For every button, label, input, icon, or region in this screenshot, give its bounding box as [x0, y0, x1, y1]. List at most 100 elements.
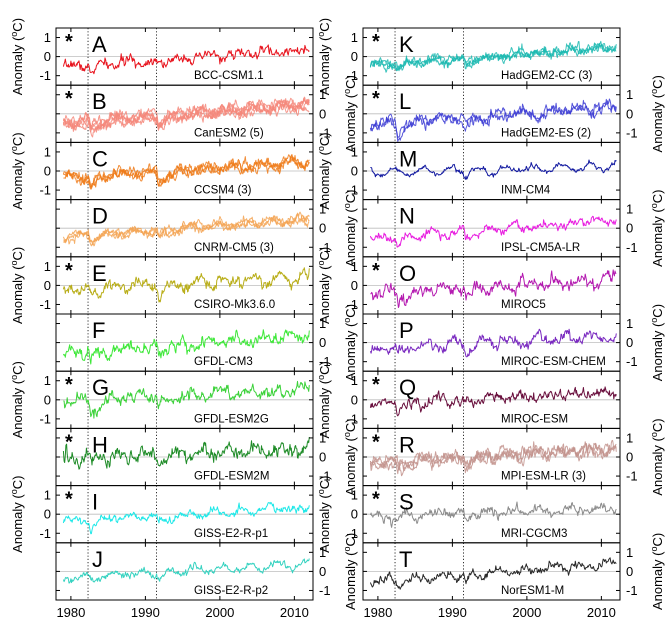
y-tick-label: 1: [44, 144, 51, 159]
series-line: [62, 97, 310, 131]
panel-p: -1 0 1 Anomaly (oC) P MIROC-ESM-CHEM: [362, 304, 665, 381]
significance-star: *: [65, 88, 73, 110]
series-line: [62, 558, 310, 584]
y-tick-label: 1: [351, 488, 358, 503]
y-tick-label: -1: [319, 354, 331, 369]
y-tick-label: 0: [319, 106, 326, 121]
model-name: GFDL-ESM2G: [194, 413, 269, 425]
model-name: CNRM-CM5 (3): [194, 242, 274, 254]
y-tick-label: 0: [44, 164, 51, 179]
series-line: [62, 98, 310, 133]
significance-star: *: [65, 374, 73, 396]
y-axis-label: Anomaly (oC): [649, 190, 665, 267]
y-tick-label: 0: [351, 392, 358, 407]
y-axis-label: Anomaly (oC): [316, 247, 332, 324]
y-tick-label: -1: [39, 526, 51, 541]
y-axis-label: Anomaly (oC): [342, 75, 358, 152]
series-line: [63, 212, 310, 247]
panel-t: -1 0 1 Anomaly (oC) T NorESM1-M: [362, 533, 665, 610]
significance-star: *: [372, 31, 380, 53]
y-tick-label: 1: [626, 430, 633, 445]
model-name: MIROC5: [501, 299, 546, 311]
series-line: [369, 40, 617, 72]
panel-letter: N: [399, 204, 415, 229]
panel-letter: H: [92, 432, 108, 457]
y-tick-label: 1: [44, 259, 51, 274]
y-tick-label: 1: [626, 87, 633, 102]
panel-q: -1 0 1 Anomaly (oC) * Q MIROC-ESM: [316, 361, 621, 438]
y-tick-label: 1: [351, 144, 358, 159]
y-axis-label: Anomaly (oC): [342, 190, 358, 267]
x-tick-label: 2010: [280, 605, 309, 619]
panel-letter: B: [92, 89, 107, 114]
panel-letter: P: [399, 318, 414, 343]
series-line: [62, 329, 310, 365]
series-line: [62, 155, 310, 188]
significance-star: *: [372, 374, 380, 396]
y-tick-label: 1: [626, 202, 633, 217]
y-tick-label: -1: [346, 297, 358, 312]
x-tick-label: 1980: [363, 605, 392, 619]
panel-letter: Q: [399, 375, 416, 400]
model-name: MIROC-ESM: [501, 413, 568, 425]
panel-s: -1 0 1 Anomaly (oC) * S MRI-CGCM3: [316, 476, 621, 553]
y-tick-label: -1: [626, 469, 638, 484]
y-axis-label: Anomaly (oC): [316, 132, 332, 209]
y-axis-label: Anomaly (oC): [316, 18, 332, 95]
panel-a: -1 0 1 Anomaly (oC) * A BCC-CSM1.1: [9, 18, 314, 95]
y-axis-label: Anomaly (oC): [9, 132, 25, 209]
panel-letter: C: [92, 146, 108, 171]
significance-star: *: [65, 31, 73, 53]
panel-letter: O: [399, 261, 416, 286]
series-line: [63, 380, 310, 419]
panel-letter: T: [399, 547, 412, 572]
panel-letter: I: [92, 490, 98, 515]
series-line: [62, 501, 310, 535]
y-axis-label: Anomaly (oC): [9, 247, 25, 324]
y-tick-label: 1: [319, 87, 326, 102]
y-tick-label: -1: [319, 240, 331, 255]
y-tick-label: 0: [626, 335, 633, 350]
y-tick-label: 1: [44, 30, 51, 45]
x-tick-label: 2000: [512, 605, 541, 619]
y-axis-label: Anomaly (oC): [342, 304, 358, 381]
panel-letter: J: [92, 547, 103, 572]
significance-star: *: [65, 431, 73, 453]
model-name: IPSL-CM5A-LR: [501, 242, 580, 254]
significance-star: *: [372, 260, 380, 282]
series-line: [369, 557, 617, 590]
panel-letter: S: [399, 490, 414, 515]
series-line: [63, 99, 310, 131]
model-name: GISS-E2-R-p1: [194, 528, 268, 540]
y-tick-label: 1: [351, 259, 358, 274]
panel-letter: E: [92, 261, 107, 286]
y-tick-label: -1: [346, 526, 358, 541]
panel-b: -1 0 1 Anomaly (oC) * B CanESM2 (5): [55, 75, 358, 152]
series-line: [369, 328, 617, 358]
panel-g: -1 0 1 Anomaly (oC) * G GFDL-ESM2G: [9, 361, 314, 438]
y-tick-label: 1: [626, 316, 633, 331]
y-tick-label: 1: [319, 545, 326, 560]
model-name: BCC-CSM1.1: [194, 70, 264, 82]
y-tick-label: 0: [351, 49, 358, 64]
y-tick-label: -1: [319, 583, 331, 598]
panel-letter: F: [92, 318, 105, 343]
y-axis-label: Anomaly (oC): [649, 75, 665, 152]
series-line: [63, 154, 310, 189]
panel-f: -1 0 1 Anomaly (oC) F GFDL-CM3: [55, 304, 358, 381]
panel-m: -1 0 1 Anomaly (oC) M INM-CM4: [316, 132, 621, 210]
panel-n: -1 0 1 Anomaly (oC) N IPSL-CM5A-LR: [362, 190, 665, 267]
model-name: MPI-ESM-LR (3): [501, 471, 586, 483]
y-tick-label: -1: [626, 125, 638, 140]
series-line: [62, 214, 310, 245]
series-line: [369, 98, 617, 139]
y-tick-label: 1: [44, 373, 51, 388]
panel-letter: R: [399, 432, 415, 457]
y-tick-label: -1: [319, 469, 331, 484]
y-tick-label: -1: [346, 411, 358, 426]
panel-d: -1 0 1 Anomaly (oC) D CNRM-CM5 (3): [55, 190, 358, 267]
model-name: GISS-E2-R-p2: [194, 585, 268, 597]
y-tick-label: 0: [319, 564, 326, 579]
x-tick-label: 1990: [131, 605, 160, 619]
y-axis-label: Anomaly (oC): [9, 361, 25, 438]
